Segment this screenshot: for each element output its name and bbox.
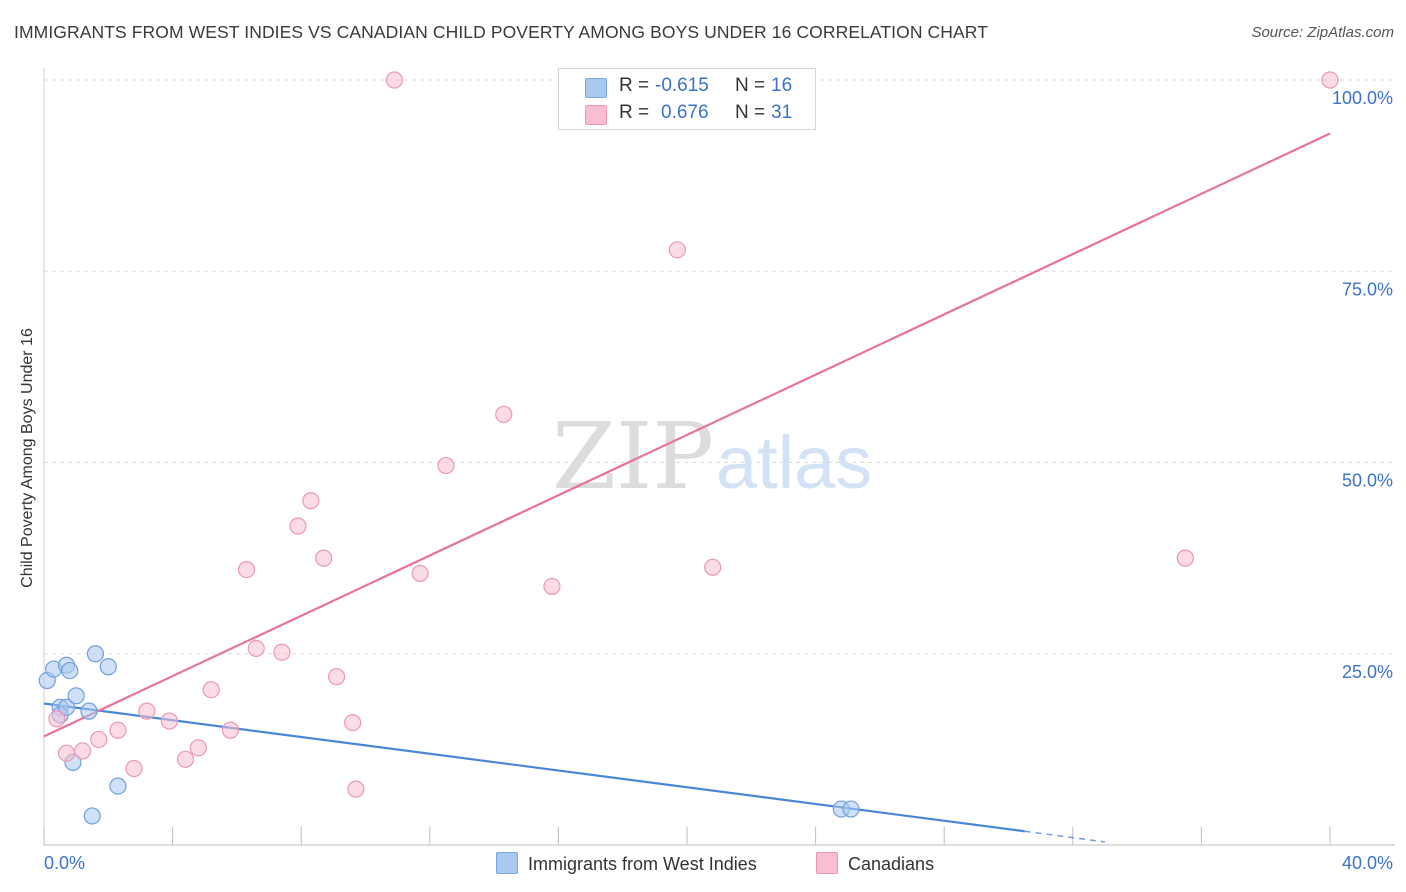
legend-n-label: N =: [735, 102, 765, 124]
data-point-west-indies: [81, 703, 97, 719]
legend-swatch-canadians: [585, 105, 607, 125]
data-point-canadians: [139, 703, 155, 719]
data-point-west-indies: [84, 808, 100, 824]
data-point-west-indies: [68, 688, 84, 704]
trend-line: [44, 134, 1330, 737]
data-point-canadians: [49, 711, 65, 727]
data-point-canadians: [239, 562, 255, 578]
legend-n-value: 31: [771, 102, 792, 124]
trend-line: [44, 703, 1025, 831]
bottom-legend-swatch-west-indies: [496, 852, 518, 874]
data-point-canadians: [303, 493, 319, 509]
watermark-atlas: atlas: [716, 421, 872, 504]
data-point-canadians: [669, 242, 685, 258]
y-tick-label: 50.0%: [1342, 471, 1393, 491]
legend-r-label: R =: [619, 102, 649, 124]
data-point-canadians: [248, 640, 264, 656]
data-point-west-indies: [87, 646, 103, 662]
data-point-canadians: [126, 761, 142, 777]
data-point-canadians: [438, 458, 454, 474]
data-point-canadians: [345, 715, 361, 731]
y-tick-label: 75.0%: [1342, 279, 1393, 299]
data-point-canadians: [190, 740, 206, 756]
watermark: ZIP atlas: [552, 403, 872, 510]
watermark-zip: ZIP: [552, 403, 714, 510]
legend-r-label: R =: [619, 75, 649, 97]
scatter-chart: ZIP atlas 25.0% 50.0% 75.0% 100.0% 0.0% 40.0%: [0, 0, 1406, 892]
data-point-canadians: [274, 644, 290, 660]
data-point-canadians: [1177, 550, 1193, 566]
bottom-legend-label-west-indies: Immigrants from West Indies: [528, 854, 757, 874]
data-point-canadians: [177, 751, 193, 767]
data-point-canadians: [91, 731, 107, 747]
correlation-legend: R = -0.615 N = 16 R = 0.676 N = 31: [558, 68, 816, 130]
bottom-legend-canadians: Canadians: [816, 852, 934, 875]
bottom-legend-swatch-canadians: [816, 852, 838, 874]
legend-n-value: 16: [771, 75, 792, 97]
legend-row-canadians: R = 0.676 N = 31: [559, 102, 815, 126]
data-point-west-indies: [110, 778, 126, 794]
legend-row-west-indies: R = -0.615 N = 16: [559, 75, 815, 99]
data-point-west-indies: [62, 663, 78, 679]
data-point-west-indies: [100, 659, 116, 675]
data-point-canadians: [348, 781, 364, 797]
data-point-canadians: [222, 722, 238, 738]
y-tick-label: 25.0%: [1342, 662, 1393, 682]
legend-r-value: -0.615: [655, 75, 709, 97]
x-tick-label: 40.0%: [1342, 853, 1393, 873]
trend-line-extension: [1025, 831, 1105, 842]
legend-n-label: N =: [735, 75, 765, 97]
data-point-canadians: [59, 745, 75, 761]
data-point-canadians: [386, 72, 402, 88]
data-point-canadians: [203, 682, 219, 698]
data-point-canadians: [316, 550, 332, 566]
data-point-canadians: [290, 518, 306, 534]
data-point-canadians: [161, 713, 177, 729]
data-point-west-indies: [843, 801, 859, 817]
data-point-canadians: [1322, 72, 1338, 88]
legend-r-value: 0.676: [661, 102, 709, 124]
data-point-canadians: [75, 743, 91, 759]
data-point-canadians: [110, 722, 126, 738]
data-point-canadians: [544, 578, 560, 594]
bottom-legend-west-indies: Immigrants from West Indies: [496, 852, 757, 875]
legend-swatch-west-indies: [585, 78, 607, 98]
bottom-legend-label-canadians: Canadians: [848, 854, 934, 874]
data-point-canadians: [705, 559, 721, 575]
data-point-canadians: [412, 565, 428, 581]
data-point-canadians: [329, 669, 345, 685]
y-tick-label: 100.0%: [1332, 88, 1393, 108]
x-tick-label: 0.0%: [44, 853, 85, 873]
data-point-canadians: [496, 406, 512, 422]
